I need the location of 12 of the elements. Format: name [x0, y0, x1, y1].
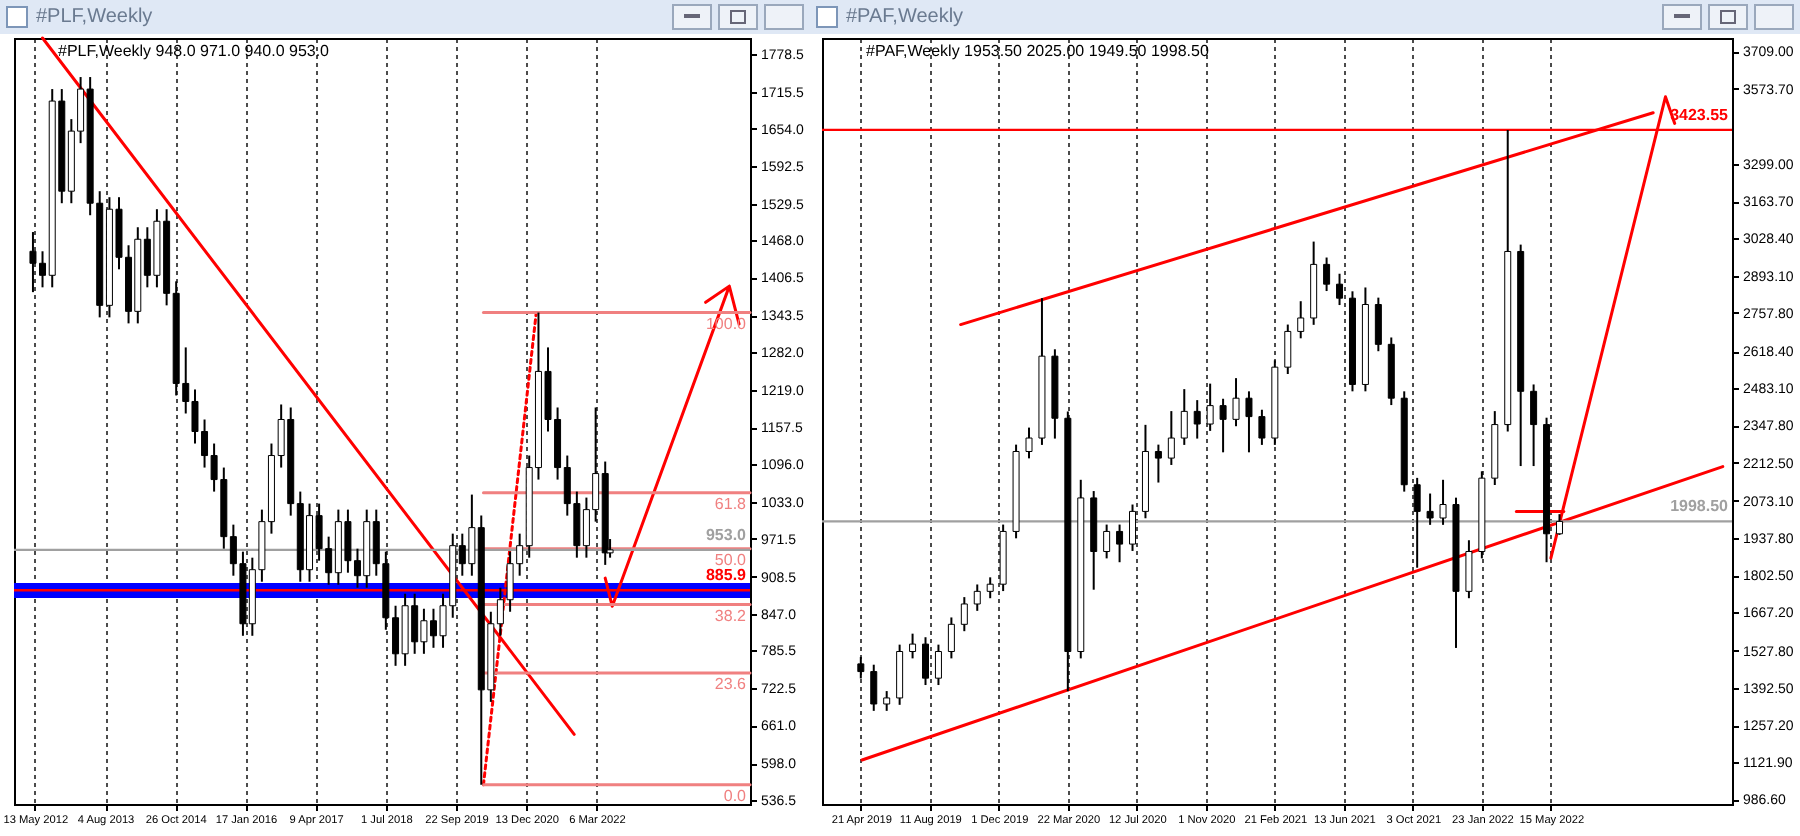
series-label: 23.6	[714, 675, 748, 694]
ref-line-label: 885.9	[705, 566, 748, 585]
chart-title: #PAF,Weekly	[846, 6, 966, 28]
series-label: 38.2	[714, 606, 748, 625]
chart-subtitle: #PLF,Weekly 948.0 971.0 940.0 953.0	[58, 42, 331, 60]
chart-subtitle: #PAF,Weekly 1953.50 2025.00 1949.50 1998.50	[866, 42, 1210, 60]
ref-line-label: 1998.50	[1670, 497, 1730, 516]
ref-line-label: 953.0	[705, 525, 748, 544]
series-label: 50.0	[714, 550, 748, 569]
chart-title: #PLF,Weekly	[36, 6, 155, 28]
series-label: 61.8	[714, 494, 748, 513]
series-label: 0.0	[723, 786, 748, 805]
